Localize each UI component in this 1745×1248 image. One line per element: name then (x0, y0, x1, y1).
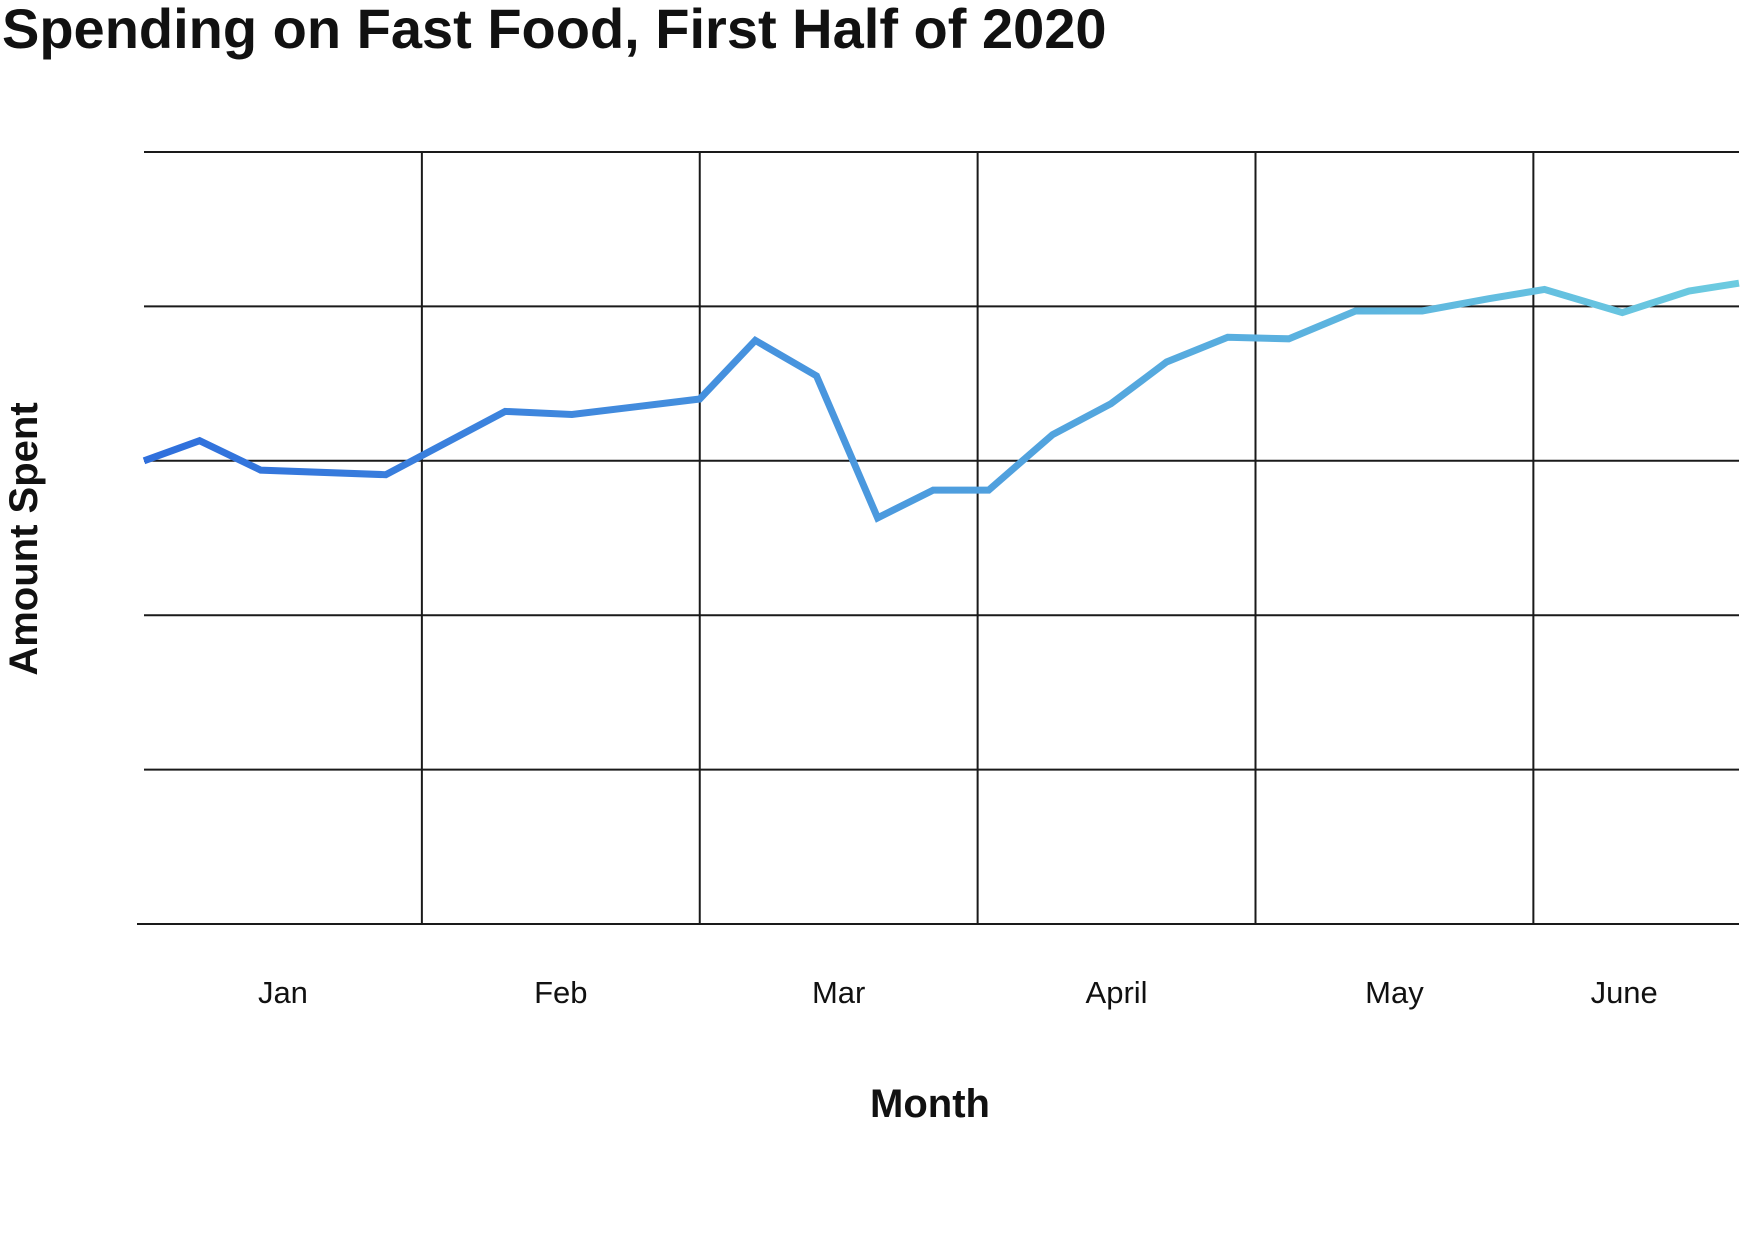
x-tick-label-june: June (1591, 975, 1658, 1010)
chart-title: Spending on Fast Food, First Half of 202… (2, 0, 1107, 60)
y-axis-title: Amount Spent (2, 402, 46, 675)
x-axis-title: Month (870, 1082, 990, 1126)
x-tick-label-may: May (1365, 975, 1424, 1010)
series-line-1 (142, 279, 1740, 523)
grid (137, 151, 1739, 925)
x-tick-label-april: April (1086, 975, 1148, 1010)
x-tick-labels: Jan Feb Mar April May June (258, 975, 1658, 1010)
x-tick-label-mar: Mar (812, 975, 865, 1010)
x-tick-label-jan: Jan (258, 975, 308, 1010)
series-layer (142, 279, 1740, 523)
x-tick-label-feb: Feb (534, 975, 587, 1010)
